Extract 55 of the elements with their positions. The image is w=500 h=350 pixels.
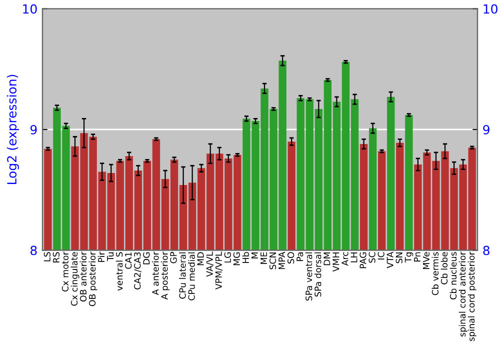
y2-tick-label: 10	[484, 4, 498, 14]
x-tick-label: M	[252, 252, 258, 258]
x-tick-label: SC	[368, 252, 376, 263]
x-tick-label: LH	[350, 252, 358, 262]
x-tick-label: Cx motor	[62, 252, 69, 292]
x-tick-label: GP	[170, 252, 177, 264]
x-tick-label: Hb	[242, 252, 249, 263]
x-tick-label: DM	[324, 252, 330, 266]
y2-tick-label: 8	[483, 246, 490, 256]
y-axis-title: Log2 (expression)	[6, 74, 19, 184]
x-tick-label: SO	[288, 252, 294, 264]
x-tick-label: Tg	[404, 252, 414, 263]
x-tick-label: SCN	[269, 252, 276, 270]
x-tick-label: PAG	[360, 252, 366, 268]
y-tick-label: 9	[30, 124, 37, 134]
x-tick-label: Cx cingulate	[70, 252, 80, 306]
x-tick-label: Pn	[414, 252, 420, 262]
x-tick-label: OB anterior	[80, 252, 87, 302]
y-tick-label: 10	[23, 4, 37, 14]
x-tick-label: OB posterior	[88, 252, 98, 306]
x-tick-label: A anterior	[152, 252, 159, 296]
x-tick-label: CPu lateral	[179, 252, 186, 299]
x-tick-label: Pa	[296, 252, 304, 262]
x-tick-label: RS	[52, 252, 60, 262]
x-tick-label: VA/VL	[206, 252, 214, 277]
x-tick-label: VPM/VPL	[215, 252, 223, 290]
x-tick-label: Arc	[342, 252, 348, 266]
x-tick-label: Cb nucleus	[450, 252, 457, 300]
x-tick-label: Cb lobe	[440, 252, 448, 284]
y-tick-label: 8	[30, 246, 37, 256]
x-tick-label: IC	[378, 252, 384, 260]
x-tick-label: CPu medial	[188, 252, 195, 300]
y2-tick-label: 9	[483, 124, 490, 134]
x-tick-label: MD	[197, 252, 204, 266]
x-tick-label: CA1	[125, 252, 132, 269]
x-tick-label: SPa ventral	[305, 252, 312, 301]
x-tick-label: MVe	[422, 252, 430, 270]
x-tick-label: VTA	[386, 252, 394, 268]
x-tick-label: Tu	[107, 252, 114, 262]
x-tick-label: SN	[396, 252, 402, 264]
x-tick-label: spinal cord posterior	[468, 252, 476, 342]
x-tick-label: SPa dorsal	[314, 252, 322, 296]
x-tick-label: MPA	[278, 252, 285, 270]
x-tick-label: ME	[260, 252, 267, 264]
x-tick-label: spinal cord anterior	[458, 252, 468, 336]
x-tick-label: Cb vermis	[432, 252, 439, 296]
x-tick-label: A posterior	[161, 252, 170, 300]
x-tick-label: LS	[44, 252, 50, 262]
x-tick-label: VMH	[332, 252, 340, 272]
x-tick-label: LG	[224, 252, 231, 262]
x-tick-label: CA2/CA3	[134, 252, 142, 290]
x-tick-label: Pir	[98, 252, 104, 262]
x-tick-label: MG	[233, 252, 240, 266]
x-tick-label: ventral S	[116, 252, 123, 291]
x-tick-label: DG	[143, 252, 150, 264]
